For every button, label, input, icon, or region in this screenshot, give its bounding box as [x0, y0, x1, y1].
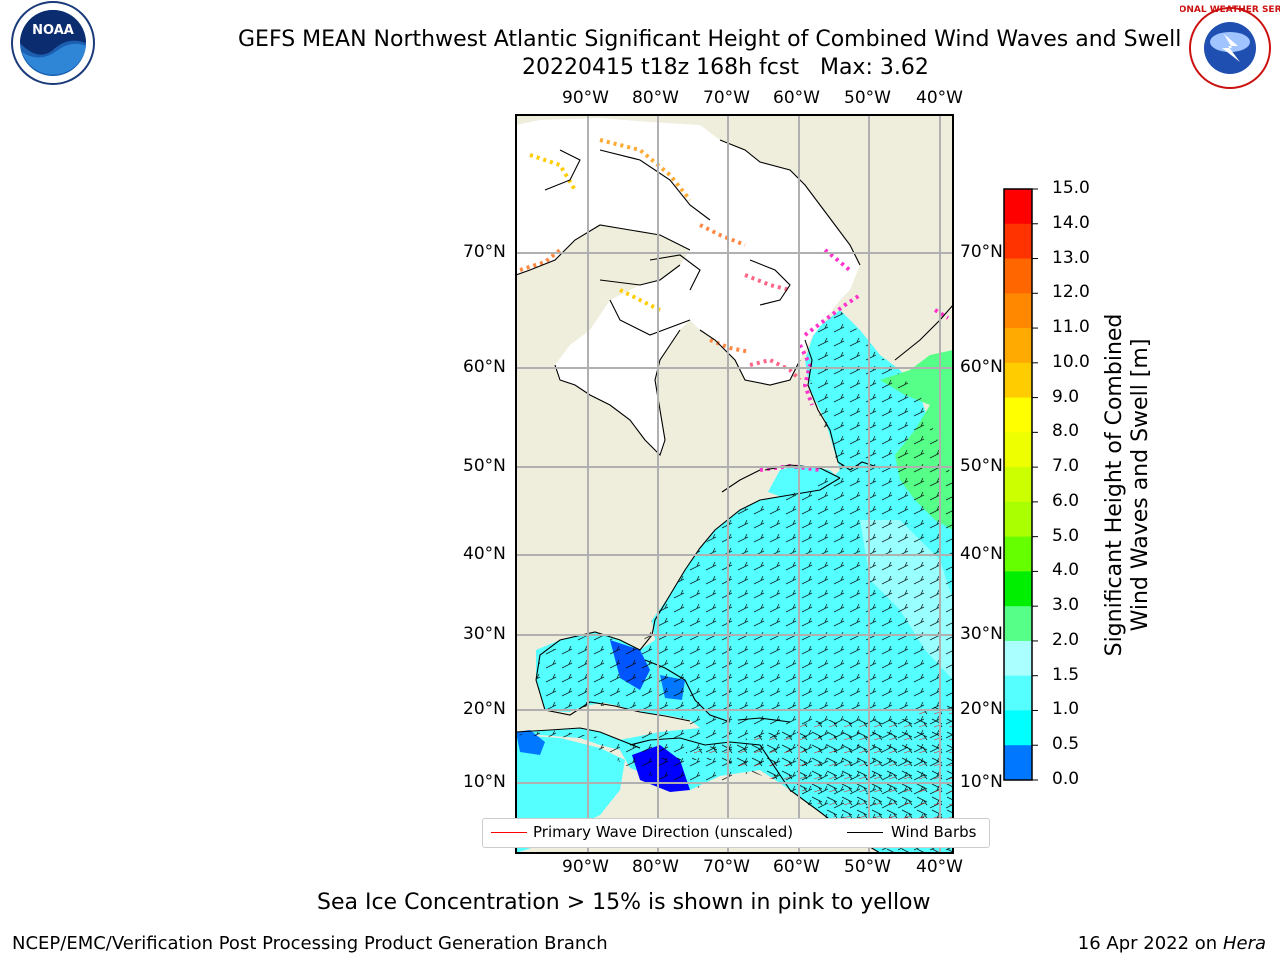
wind-barbs-legend-label: Wind Barbs — [891, 823, 977, 841]
lon-label-bottom: 90°W — [562, 857, 609, 877]
nws-logo: NATIONAL WEATHER SERVICE — [1155, 0, 1280, 96]
colorbar-tick-label: 13.0 — [1052, 247, 1090, 268]
lat-label-left: 60°N — [463, 357, 506, 377]
colorbar-title-line2: Wind Waves and Swell [m] — [1128, 338, 1153, 632]
colorbar-tick-label: 9.0 — [1052, 386, 1080, 407]
colorbar-segment — [1004, 293, 1032, 329]
lon-label-top: 40°W — [916, 88, 963, 108]
coastlines — [516, 139, 953, 853]
colorbar-tick-label: 14.0 — [1052, 212, 1090, 233]
lon-label-top: 60°W — [773, 88, 820, 108]
lat-label-right: 30°N — [960, 624, 1003, 644]
wind-barbs-legend-line — [847, 832, 883, 833]
lon-label-top: 80°W — [632, 88, 679, 108]
map-subtitle: 20220415 t18z 168h fcst Max: 3.62 — [522, 55, 929, 80]
lat-label-right: 20°N — [960, 699, 1003, 719]
colorbar-segment — [1004, 223, 1032, 260]
colorbar-segment — [1004, 640, 1032, 677]
colorbar-tick-label: 0.5 — [1052, 734, 1080, 755]
lon-label-bottom: 60°W — [773, 857, 820, 877]
colorbar-tick-label: 8.0 — [1052, 421, 1080, 442]
lat-label-left: 20°N — [463, 699, 506, 719]
sea-ice-area — [516, 118, 860, 455]
lon-label-bottom: 70°W — [703, 857, 750, 877]
lon-label-bottom: 80°W — [632, 857, 679, 877]
colorbar-title-line1: Significant Height of Combined — [1102, 313, 1127, 657]
colorbar — [1003, 188, 1038, 781]
lon-label-top: 90°W — [562, 88, 609, 108]
map-title: GEFS MEAN Northwest Atlantic Significant… — [238, 27, 1182, 52]
nws-logo-text: NATIONAL WEATHER SERVICE — [1180, 5, 1280, 15]
colorbar-tick-label: 11.0 — [1052, 317, 1090, 338]
lat-label-right: 60°N — [960, 357, 1003, 377]
colorbar-tick-label: 10.0 — [1052, 351, 1090, 372]
colorbar-segment — [1004, 745, 1032, 781]
colorbar-segment — [1004, 397, 1032, 433]
colorbar-tick-label: 1.5 — [1052, 664, 1080, 685]
colorbar-segment — [1004, 328, 1032, 364]
colorbar-tick-label: 5.0 — [1052, 525, 1080, 546]
colorbar-tick-label: 4.0 — [1052, 560, 1080, 581]
noaa-logo-text: NOAA — [32, 23, 74, 38]
credit-date: 16 Apr 2022 on Hera — [1078, 933, 1266, 954]
colorbar-tick-label: 1.0 — [1052, 699, 1080, 720]
colorbar-segment — [1004, 571, 1032, 607]
lon-label-top: 70°W — [703, 88, 750, 108]
lat-label-right: 50°N — [960, 456, 1003, 476]
lat-label-left: 10°N — [463, 772, 506, 792]
colorbar-tick-label: 2.0 — [1052, 629, 1080, 650]
colorbar-tick-label: 6.0 — [1052, 490, 1080, 511]
primary-wave-legend-label: Primary Wave Direction (unscaled) — [533, 823, 794, 841]
lon-label-top: 50°W — [844, 88, 891, 108]
lon-label-bottom: 40°W — [916, 857, 963, 877]
colorbar-tick-label: 7.0 — [1052, 456, 1080, 477]
lat-label-left: 30°N — [463, 624, 506, 644]
lat-label-left: 50°N — [463, 456, 506, 476]
graticule — [516, 115, 953, 853]
colorbar-segment — [1004, 606, 1032, 642]
colorbar-segment — [1004, 710, 1032, 746]
credit-host: Hera — [1222, 933, 1266, 954]
colorbar-segment — [1004, 258, 1032, 294]
map-legend: Primary Wave Direction (unscaled) Wind B… — [482, 818, 990, 848]
noaa-logo: NOAA — [2, 0, 104, 86]
colorbar-tick-label: 12.0 — [1052, 282, 1090, 303]
colorbar-tick-label: 3.0 — [1052, 595, 1080, 616]
credit-branch: NCEP/EMC/Verification Post Processing Pr… — [12, 933, 608, 954]
lat-label-right: 40°N — [960, 544, 1003, 564]
colorbar-frame — [1003, 188, 1033, 781]
map-frame — [515, 114, 954, 854]
lat-label-left: 40°N — [463, 544, 506, 564]
colorbar-segment — [1004, 675, 1032, 711]
sea-ice-footnote: Sea Ice Concentration > 15% is shown in … — [317, 890, 931, 915]
lat-label-right: 70°N — [960, 242, 1003, 262]
colorbar-segment — [1004, 189, 1032, 225]
lat-label-left: 70°N — [463, 242, 506, 262]
credit-date-text: 16 Apr 2022 on — [1077, 933, 1218, 954]
colorbar-segment — [1004, 501, 1032, 538]
colorbar-segment — [1004, 432, 1032, 468]
primary-wave-legend-line — [491, 832, 527, 833]
colorbar-tick-label: 15.0 — [1052, 178, 1090, 198]
colorbar-tick-label: 0.0 — [1052, 769, 1080, 789]
colorbar-segment — [1004, 536, 1032, 572]
colorbar-segment — [1004, 467, 1032, 503]
colorbar-segment — [1004, 362, 1032, 399]
lon-label-bottom: 50°W — [844, 857, 891, 877]
lat-label-right: 10°N — [960, 772, 1003, 792]
